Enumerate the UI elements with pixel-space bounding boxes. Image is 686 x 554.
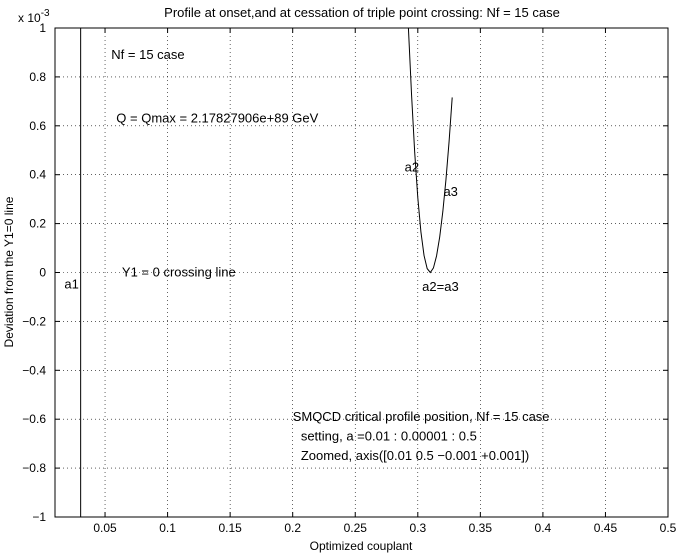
annotation: a1 [64,277,78,292]
x-tick-label: 0.15 [218,521,242,535]
grid [55,28,668,517]
y-tick-label: 0.6 [29,119,46,133]
chart-title: Profile at onset,and at cessation of tri… [164,5,560,20]
y-tick-label: 0.8 [29,70,46,84]
y-tick-label: −0.6 [22,412,46,426]
x-tick-label: 0.2 [284,521,301,535]
x-tick-label: 0.45 [594,521,618,535]
annotation: a3 [443,184,457,199]
x-tick-label: 0.05 [93,521,117,535]
ticks: 0.05 0.1 0.15 0.2 0.25 0.3 0.35 0.4 0.45 0.5 −1 −0.… [22,21,676,535]
x-axis-label: Optimized couplant [310,539,413,553]
x-tick-label: 0.25 [344,521,368,535]
y-axis-label: Deviation from the Y1=0 line [2,196,16,347]
annotation: Q = Qmax = 2.17827906e+89 GeV [116,110,318,125]
annotation: SMQCD critical profile position, Nf = 15… [293,409,550,424]
series-layer [80,28,453,517]
x-tick-label: 0.4 [535,521,552,535]
series-line-1 [407,28,453,274]
x-tick-label: 0.35 [469,521,493,535]
annotation: a2 [405,159,419,174]
y-tick-label: −0.2 [22,314,46,328]
x-tick-label: 0.1 [159,521,176,535]
y-tick-label: 0.4 [29,168,46,182]
annotation: Zoomed, axis([0.01 0.5 −0.001 +0.001]) [301,448,529,463]
x-tick-label: 0.3 [409,521,426,535]
x-tick-label: 0.5 [660,521,677,535]
y-tick-label: 1 [39,21,46,35]
annotation: Nf = 15 case [111,47,184,62]
y-tick-label: −0.4 [22,363,46,377]
y-tick-label: 0.2 [29,217,46,231]
y-tick-label: −0.8 [22,461,46,475]
annotation: a2=a3 [422,279,459,294]
annotation: setting, a =0.01 : 0.00001 : 0.5 [301,428,477,443]
annotation: Y1 = 0 crossing line [122,265,236,280]
annotations: Nf = 15 case Q = Qmax = 2.17827906e+89 Ge… [64,47,549,463]
y-tick-label: −1 [32,510,46,524]
y-tick-label: 0 [39,266,46,280]
exponent-label: x 10-3 [18,8,50,25]
